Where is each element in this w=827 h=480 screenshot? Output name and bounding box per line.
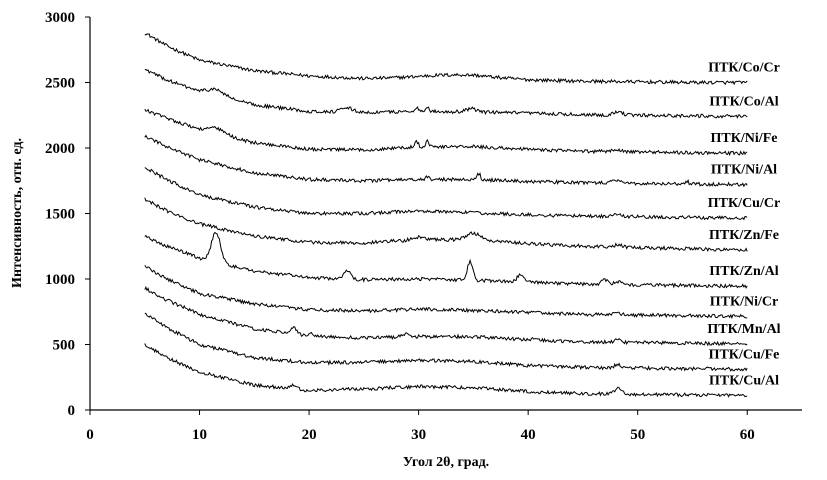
y-tick-label: 3000 [45, 10, 75, 26]
series-line [144, 134, 748, 188]
series-line [144, 343, 748, 398]
series-line [144, 167, 748, 221]
series-line [144, 265, 748, 320]
x-tick-label: 50 [630, 427, 645, 443]
y-ticks: 0 500 1000 1500 2000 2500 3000 [45, 10, 90, 419]
series-line [144, 285, 748, 347]
series-label: ПТК/Ni/Cr [710, 294, 778, 309]
series-labels: ПТК/Co/Cr ПТК/Co/Al ПТК/Ni/Fe ПТК/Ni/Al ПТК/… [707, 61, 780, 389]
x-tick-label: 60 [740, 427, 755, 443]
y-tick-label: 2500 [45, 76, 75, 92]
x-tick-label: 10 [192, 427, 207, 443]
series-label: ПТК/Cu/Cr [708, 196, 780, 211]
x-tick-label: 0 [86, 427, 94, 443]
x-tick-label: 30 [411, 427, 426, 443]
y-tick-label: 1000 [45, 272, 75, 288]
series-line [144, 68, 748, 119]
x-ticks: 0 10 20 30 40 50 60 [86, 410, 755, 443]
series-line [144, 197, 748, 253]
y-tick-label: 2000 [45, 141, 75, 157]
series-label: ПТК/Cu/Al [709, 374, 779, 389]
series-line [144, 33, 748, 86]
series-label: ПТК/Cu/Fe [709, 347, 780, 362]
series-line [144, 231, 748, 289]
series-label: ПТК/Co/Cr [708, 61, 780, 76]
y-tick-label: 1500 [45, 207, 75, 223]
series-label: ПТК/Co/Al [709, 95, 778, 110]
x-tick-label: 40 [521, 427, 536, 443]
x-axis-title: Угол 2θ, град. [403, 455, 489, 470]
series-line [144, 108, 748, 157]
series-label: ПТК/Ni/Al [711, 163, 777, 178]
y-axis-title: Интенсивность, отн. ед. [10, 138, 25, 288]
x-tick-label: 20 [302, 427, 317, 443]
y-tick-label: 500 [53, 338, 76, 354]
series-label: ПТК/Mn/Al [707, 322, 780, 337]
series-line [144, 312, 748, 372]
series-label: ПТК/Ni/Fe [711, 131, 778, 146]
series-group [144, 33, 748, 398]
series-label: ПТК/Zn/Al [709, 264, 778, 279]
y-tick-label: 0 [68, 403, 76, 419]
series-label: ПТК/Zn/Fe [709, 228, 779, 243]
